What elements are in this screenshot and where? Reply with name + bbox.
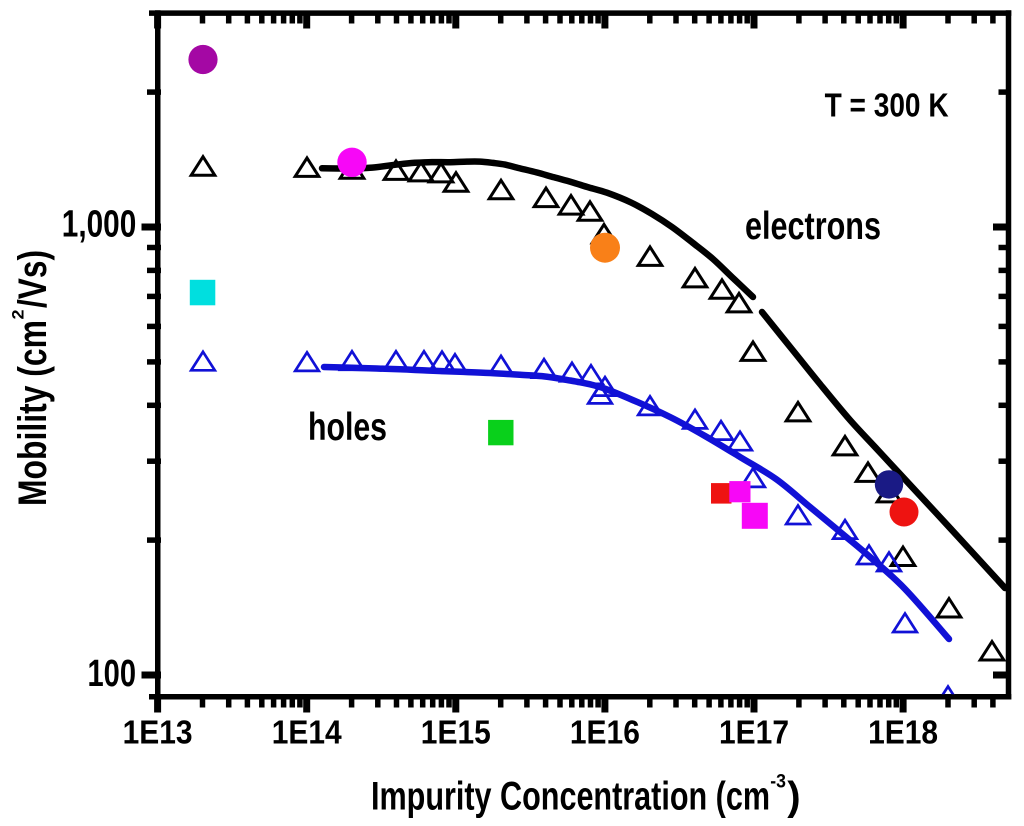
- svg-text:Mobility (cm: Mobility (cm: [11, 320, 55, 506]
- svg-text:Impurity Concentration (cm: Impurity Concentration (cm: [371, 775, 770, 819]
- svg-text:1E18: 1E18: [868, 715, 938, 752]
- svg-text:holes: holes: [308, 406, 387, 449]
- svg-text:1,000: 1,000: [62, 204, 137, 246]
- svg-text:T = 300 K: T = 300 K: [825, 87, 949, 124]
- svg-text:1E15: 1E15: [421, 715, 491, 752]
- svg-text:1E16: 1E16: [570, 715, 640, 752]
- svg-text:-3: -3: [770, 772, 786, 793]
- svg-text:electrons: electrons: [745, 205, 881, 248]
- svg-text:2: 2: [10, 310, 28, 320]
- svg-text:): ): [787, 775, 800, 819]
- svg-text:/Vs): /Vs): [11, 250, 55, 308]
- svg-text:1E13: 1E13: [123, 715, 193, 752]
- svg-text:100: 100: [88, 653, 137, 695]
- svg-text:1E17: 1E17: [719, 715, 789, 752]
- svg-text:1E14: 1E14: [272, 715, 342, 752]
